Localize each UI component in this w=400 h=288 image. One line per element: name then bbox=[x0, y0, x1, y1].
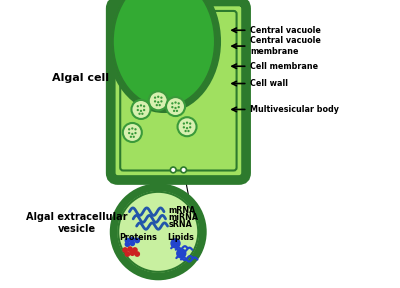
Circle shape bbox=[122, 247, 128, 253]
Circle shape bbox=[140, 110, 142, 112]
Circle shape bbox=[157, 101, 159, 103]
Circle shape bbox=[124, 238, 130, 243]
Circle shape bbox=[174, 107, 177, 109]
Text: Proteins: Proteins bbox=[119, 233, 157, 242]
Circle shape bbox=[173, 110, 175, 112]
Circle shape bbox=[186, 122, 188, 124]
Ellipse shape bbox=[113, 0, 215, 107]
Text: Central vacuole: Central vacuole bbox=[232, 26, 321, 35]
Circle shape bbox=[114, 187, 203, 276]
Circle shape bbox=[132, 100, 150, 119]
Circle shape bbox=[141, 113, 144, 115]
Circle shape bbox=[132, 247, 138, 253]
Circle shape bbox=[130, 237, 135, 242]
Text: Algal extracellular
vesicle: Algal extracellular vesicle bbox=[26, 213, 128, 234]
Circle shape bbox=[131, 133, 134, 135]
Circle shape bbox=[170, 238, 181, 249]
Circle shape bbox=[124, 241, 130, 247]
Circle shape bbox=[160, 100, 162, 103]
Circle shape bbox=[143, 105, 145, 107]
Circle shape bbox=[154, 96, 156, 99]
Circle shape bbox=[171, 106, 174, 108]
Circle shape bbox=[183, 126, 185, 128]
Circle shape bbox=[178, 106, 180, 108]
Circle shape bbox=[178, 102, 180, 105]
Circle shape bbox=[127, 246, 133, 252]
Circle shape bbox=[181, 167, 186, 173]
Circle shape bbox=[143, 109, 145, 111]
Circle shape bbox=[156, 104, 158, 106]
Circle shape bbox=[140, 104, 142, 107]
Circle shape bbox=[166, 97, 185, 116]
Circle shape bbox=[137, 105, 139, 107]
Text: Cell membrane: Cell membrane bbox=[232, 62, 318, 71]
Circle shape bbox=[134, 251, 140, 257]
Circle shape bbox=[154, 100, 156, 103]
Circle shape bbox=[187, 130, 190, 132]
Circle shape bbox=[157, 96, 159, 98]
Circle shape bbox=[130, 136, 132, 138]
Circle shape bbox=[189, 122, 191, 125]
Text: miRNA: miRNA bbox=[168, 213, 198, 222]
Circle shape bbox=[130, 250, 135, 256]
Circle shape bbox=[184, 130, 187, 132]
FancyBboxPatch shape bbox=[111, 1, 246, 180]
Circle shape bbox=[183, 122, 185, 125]
Circle shape bbox=[170, 167, 176, 173]
Circle shape bbox=[176, 248, 186, 259]
Text: Central vacuole
membrane: Central vacuole membrane bbox=[232, 36, 321, 56]
Text: Cell wall: Cell wall bbox=[232, 79, 288, 88]
Circle shape bbox=[186, 127, 188, 129]
Circle shape bbox=[123, 123, 142, 142]
Circle shape bbox=[176, 110, 178, 112]
Circle shape bbox=[160, 96, 162, 99]
Circle shape bbox=[134, 128, 137, 130]
Text: sRNA: sRNA bbox=[168, 220, 192, 230]
Circle shape bbox=[128, 128, 130, 130]
Circle shape bbox=[174, 101, 177, 104]
Circle shape bbox=[149, 91, 168, 110]
Circle shape bbox=[158, 104, 161, 106]
Circle shape bbox=[137, 109, 139, 111]
Circle shape bbox=[128, 132, 130, 134]
Text: Algal cell: Algal cell bbox=[52, 73, 109, 83]
Circle shape bbox=[134, 132, 137, 134]
Circle shape bbox=[124, 251, 130, 257]
Text: Lipids: Lipids bbox=[167, 233, 194, 242]
Circle shape bbox=[133, 136, 135, 138]
Circle shape bbox=[171, 102, 174, 105]
Ellipse shape bbox=[109, 0, 219, 111]
Circle shape bbox=[178, 117, 196, 136]
Text: mRNA: mRNA bbox=[168, 206, 196, 215]
Circle shape bbox=[131, 127, 134, 130]
Circle shape bbox=[189, 126, 191, 128]
Circle shape bbox=[134, 238, 140, 243]
Circle shape bbox=[130, 240, 135, 246]
Text: Multivesicular body: Multivesicular body bbox=[232, 105, 339, 114]
Circle shape bbox=[138, 113, 141, 115]
